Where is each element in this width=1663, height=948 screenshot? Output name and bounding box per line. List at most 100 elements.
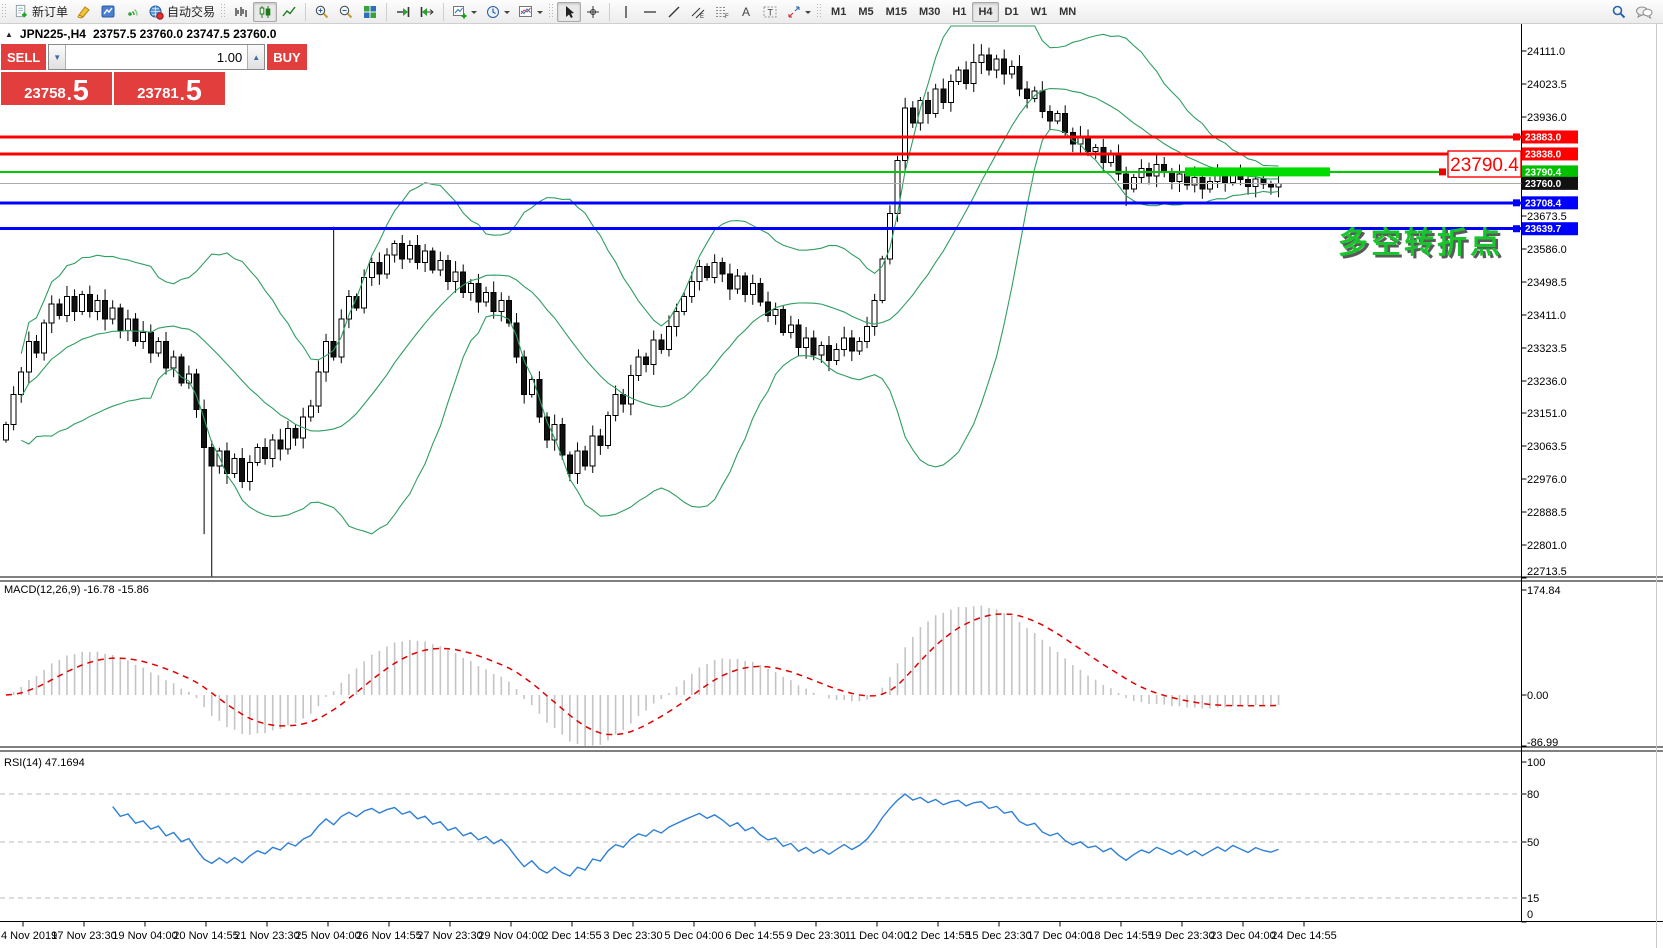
green-highlight-bar[interactable] — [1185, 167, 1330, 177]
candle-bear — [1062, 113, 1069, 133]
line-chart-mode-button[interactable] — [277, 2, 301, 22]
candle-bear — [239, 458, 246, 482]
candle-bear — [620, 394, 627, 405]
buy-price-button[interactable]: 23781. 5 — [114, 72, 225, 106]
candle-bull — [246, 461, 253, 482]
hline-handle[interactable] — [1513, 199, 1520, 207]
hline-handle[interactable] — [1513, 133, 1520, 141]
profile-button[interactable] — [96, 2, 120, 22]
zoom-in-button[interactable] — [310, 2, 334, 22]
price-tick-label: 23586.0 — [1527, 244, 1567, 256]
timeframe-m15-button[interactable]: M15 — [880, 2, 913, 22]
text-label-tool-button[interactable]: T — [758, 2, 782, 22]
price-tick-label: 22888.5 — [1527, 507, 1567, 519]
indicators-button[interactable] — [514, 2, 547, 22]
candle-bear — [223, 450, 230, 475]
candle-bear — [704, 265, 711, 279]
text-tool-button[interactable]: A — [734, 2, 758, 22]
chart-shift-icon — [420, 6, 434, 17]
toolbar-grip[interactable] — [2, 4, 6, 19]
candle-bear — [1168, 171, 1175, 182]
timeframe-m1-button[interactable]: M1 — [825, 2, 852, 22]
signal-icon — [128, 8, 138, 16]
fibonacci-icon: F — [716, 6, 729, 20]
timeframe-w1-button[interactable]: W1 — [1025, 2, 1054, 22]
trendline-tool-button[interactable] — [662, 2, 686, 22]
price-tick-label: 24111.0 — [1527, 46, 1565, 58]
dropdown-caret-icon[interactable] — [504, 10, 511, 17]
cn-note-annotation[interactable]: 多空转折点 — [1338, 227, 1503, 260]
candle-bull — [41, 322, 48, 354]
candlestick-mode-button[interactable] — [253, 1, 278, 22]
candle-bull — [681, 295, 688, 313]
timeframe-d1-button[interactable]: D1 — [999, 2, 1025, 22]
chart-shift-button[interactable] — [415, 2, 439, 22]
dropdown-caret-icon[interactable] — [537, 10, 544, 17]
price-callout-box[interactable] — [1447, 150, 1522, 178]
candle-bull — [627, 375, 634, 405]
volume-increase-button[interactable]: ▲ — [247, 45, 265, 69]
periods-button[interactable] — [481, 2, 514, 22]
tile-windows-button[interactable] — [358, 2, 382, 22]
candle-bear — [201, 409, 208, 448]
candle-bull — [1275, 182, 1282, 188]
one-click-collapse-icon[interactable]: ▲ — [5, 29, 13, 39]
candle-bull — [269, 439, 276, 460]
timeframe-h1-button[interactable]: H1 — [946, 2, 972, 22]
timeframe-h4-button[interactable]: H4 — [972, 1, 999, 22]
highlighter-button[interactable] — [72, 2, 96, 22]
candle-bull — [612, 394, 619, 416]
candle-bull — [734, 275, 741, 290]
channel-tool-button[interactable]: E — [686, 2, 710, 22]
arrows-tool-button[interactable] — [782, 2, 815, 22]
signal-button[interactable] — [120, 2, 144, 22]
candle-bull — [902, 107, 909, 162]
autotrading-button[interactable]: 自动交易 — [144, 2, 219, 22]
time-tick-label: 26 Nov 14:55 — [356, 930, 421, 942]
time-tick-label: 3 Dec 23:30 — [603, 930, 662, 942]
candle-bull — [1176, 173, 1183, 182]
toolbar-grip[interactable] — [549, 4, 554, 19]
candle-bear — [414, 245, 421, 264]
cursor-tool-button[interactable] — [557, 1, 582, 22]
new-order-button[interactable]: 新订单 — [10, 2, 72, 22]
fibonacci-tool-button[interactable]: F — [710, 2, 734, 22]
timeframe-mn-button[interactable]: MN — [1053, 2, 1082, 22]
toolbar-separator — [305, 2, 307, 21]
auto-scroll-button[interactable] — [391, 2, 415, 22]
price-tick-label: 22801.0 — [1527, 540, 1567, 552]
candle-bear — [292, 427, 299, 439]
horizontal-line-tool-button[interactable] — [638, 2, 662, 22]
sell-button[interactable]: SELL — [1, 44, 47, 70]
zoom-out-button[interactable] — [334, 2, 358, 22]
dropdown-caret-icon[interactable] — [471, 10, 478, 17]
candle-bear — [566, 454, 573, 475]
crosshair-tool-button[interactable] — [581, 2, 605, 22]
sell-price-button[interactable]: 23758. 5 — [1, 72, 112, 106]
volume-decrease-button[interactable]: ▼ — [49, 45, 67, 69]
chart-title-row: ▲ JPN225-,H4 23757.5 23760.0 23747.5 237… — [5, 27, 276, 41]
timeframe-m5-button[interactable]: M5 — [852, 2, 879, 22]
candle-bull — [391, 243, 398, 256]
community-chat-button[interactable] — [1631, 2, 1657, 22]
buy-button[interactable]: BUY — [267, 44, 307, 70]
price-tag-23838.0-text: 23838.0 — [1525, 149, 1562, 160]
vertical-line-tool-button[interactable] — [614, 2, 638, 22]
candle-bear — [178, 356, 185, 384]
volume-input[interactable] — [66, 45, 248, 69]
toolbar-grip[interactable] — [817, 4, 822, 19]
bar-chart-mode-button[interactable] — [229, 2, 253, 22]
search-button[interactable] — [1607, 2, 1631, 22]
candle-bull — [650, 339, 657, 365]
callout-handle[interactable] — [1439, 168, 1446, 176]
time-tick-label: 9 Dec 23:30 — [786, 930, 845, 942]
dropdown-caret-icon[interactable] — [805, 10, 812, 17]
timeframe-m30-button[interactable]: M30 — [913, 2, 946, 22]
candle-bull — [1092, 147, 1099, 152]
new-chart-button[interactable] — [448, 2, 481, 22]
hline-handle[interactable] — [1513, 225, 1520, 233]
toolbar-grip[interactable] — [221, 4, 226, 19]
price-tick-label: 23151.0 — [1527, 408, 1567, 420]
